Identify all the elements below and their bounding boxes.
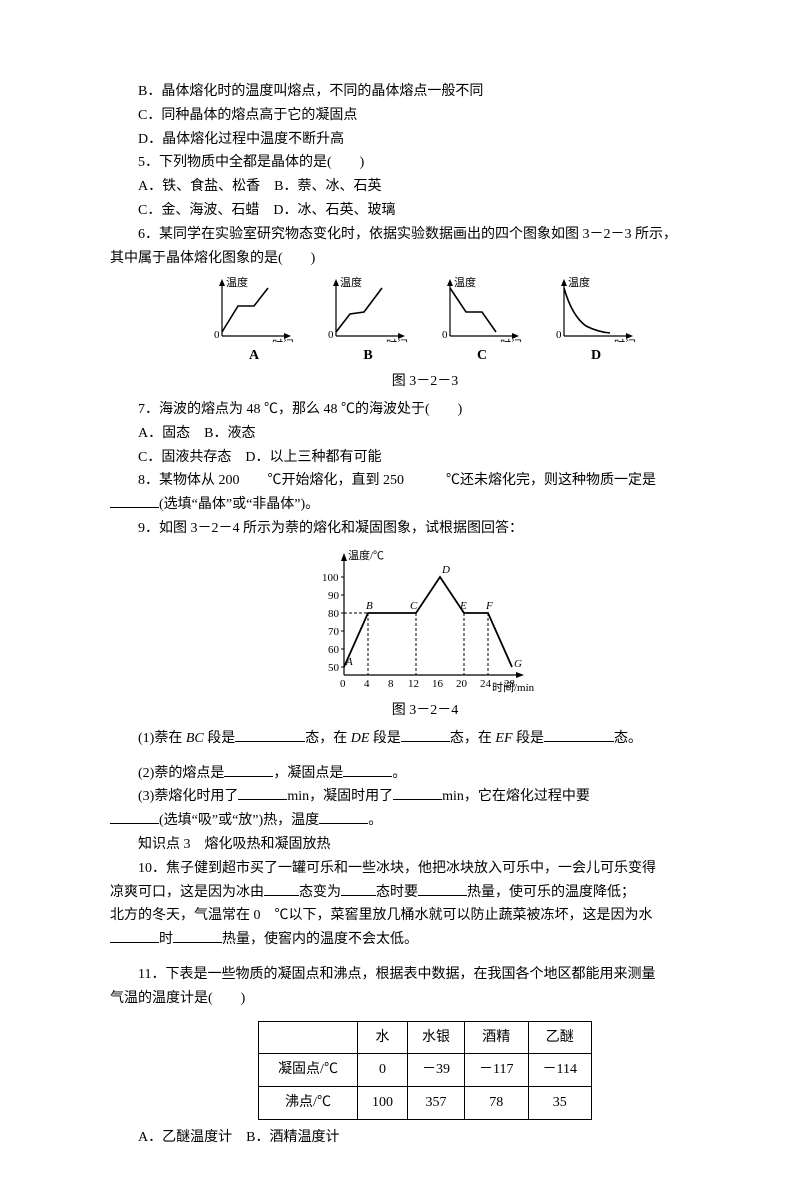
table-row: 沸点/℃ 100 357 78 35 (259, 1087, 592, 1120)
svg-text:0: 0 (328, 329, 334, 341)
svg-text:0: 0 (340, 678, 346, 690)
q8-a: 8．某物体从 200 ℃开始熔化，直到 250 ℃还未熔化完，则这种物质一定是 (110, 469, 740, 493)
table-row: 水 水银 酒精 乙醚 (259, 1021, 592, 1054)
svg-text:时间: 时间 (386, 338, 408, 342)
q7-c: C．固液共存态 D．以上三种都有可能 (110, 446, 740, 470)
svg-text:16: 16 (432, 678, 444, 690)
svg-text:F: F (485, 600, 493, 612)
svg-text:A: A (345, 656, 353, 668)
svg-text:8: 8 (388, 678, 394, 690)
q9-1: (1)萘在 BC 段是态，在 DE 段是态，在 EF 段是态。 (110, 727, 740, 751)
q9-3b: (选填“吸”或“放”)热，温度。 (110, 809, 740, 833)
q7-stem: 7．海波的熔点为 48 ℃，那么 48 ℃的海波处于( ) (110, 398, 740, 422)
chart-c: 温度 时间 0 C (434, 276, 530, 368)
svg-text:B: B (366, 600, 373, 612)
svg-text:时间: 时间 (500, 338, 522, 342)
q9-stem: 9．如图 3－2－4 所示为萘的熔化和凝固图象，试根据图回答： (110, 517, 740, 541)
page-content: B．晶体熔化时的温度叫熔点，不同的晶体熔点一般不同 C．同种晶体的熔点高于它的凝… (0, 0, 800, 1190)
axis-y-label: 温度 (226, 276, 248, 289)
svg-text:90: 90 (328, 590, 340, 602)
svg-text:C: C (410, 600, 418, 612)
q6-charts: 温度 时间 0 A 温度 时间 0 B (110, 276, 740, 368)
opt-d: D．晶体熔化过程中温度不断升高 (110, 128, 740, 152)
q10-b: 凉爽可口，这是因为冰由态变为态时要热量，使可乐的温度降低； (110, 881, 740, 905)
svg-text:时间: 时间 (614, 338, 636, 342)
q9-2: (2)萘的熔点是，凝固点是。 (110, 762, 740, 786)
svg-text:0: 0 (556, 329, 562, 341)
svg-text:D: D (441, 564, 450, 576)
svg-text:0: 0 (442, 329, 448, 341)
q7-a: A．固态 B．液态 (110, 422, 740, 446)
chart-d: 温度 时间 0 D (548, 276, 644, 368)
svg-text:温度/℃: 温度/℃ (348, 548, 384, 562)
q8-b: (选填“晶体”或“非晶体”)。 (110, 493, 740, 517)
chart-d-label: D (548, 344, 644, 368)
q11-table: 水 水银 酒精 乙醚 凝固点/℃ 0 －39 －117 －114 沸点/℃ 10… (110, 1021, 740, 1120)
q6-stem-a: 6．某同学在实验室研究物态变化时，依据实验数据画出的四个图象如图 3－2－3 所… (110, 223, 740, 247)
q11-b: 气温的温度计是( ) (110, 987, 740, 1011)
kp3: 知识点 3 熔化吸热和凝固放热 (110, 833, 740, 857)
q9-3a: (3)萘熔化时用了min，凝固时用了min，它在熔化过程中要 (110, 785, 740, 809)
svg-text:28: 28 (504, 678, 516, 690)
svg-text:20: 20 (456, 678, 468, 690)
q6-stem-b: 其中属于晶体熔化图象的是( ) (110, 247, 740, 271)
q10-g: 时热量，使窖内的温度不会太低。 (110, 928, 740, 952)
axis-x-label: 时间 (272, 338, 294, 342)
svg-text:60: 60 (328, 644, 340, 656)
q9-caption: 图 3－2－4 (110, 699, 740, 723)
q9-chart: 温度/℃ 时间/min 100 90 80 70 60 50 0 4 8 (110, 547, 740, 697)
svg-text:温度: 温度 (454, 276, 476, 289)
q11-a: 11．下表是一些物质的凝固点和沸点，根据表中数据，在我国各个地区都能用来测量 (110, 963, 740, 987)
q10-a: 10．焦子健到超市买了一罐可乐和一些冰块，他把冰块放入可乐中，一会儿可乐变得 (110, 857, 740, 881)
svg-text:80: 80 (328, 608, 340, 620)
chart-c-label: C (434, 344, 530, 368)
svg-text:E: E (459, 600, 467, 612)
svg-text:4: 4 (364, 678, 370, 690)
q10-f: 北方的冬天，气温常在 0 ℃以下，菜窖里放几桶水就可以防止蔬菜被冻坏，这是因为水 (110, 904, 740, 928)
chart-b: 温度 时间 0 B (320, 276, 416, 368)
chart-a-label: A (206, 344, 302, 368)
q11-opt: A．乙醚温度计 B．酒精温度计 (110, 1126, 740, 1150)
svg-text:温度: 温度 (340, 276, 362, 289)
opt-c: C．同种晶体的熔点高于它的凝固点 (110, 104, 740, 128)
svg-text:0: 0 (214, 329, 220, 341)
svg-text:70: 70 (328, 626, 340, 638)
svg-text:G: G (514, 658, 522, 670)
q5-stem: 5．下列物质中全都是晶体的是( ) (110, 151, 740, 175)
q5-c: C．金、海波、石蜡 D．冰、石英、玻璃 (110, 199, 740, 223)
chart-a: 温度 时间 0 A (206, 276, 302, 368)
q5-a: A．铁、食盐、松香 B．萘、冰、石英 (110, 175, 740, 199)
chart-b-label: B (320, 344, 416, 368)
svg-text:100: 100 (322, 572, 339, 584)
opt-b: B．晶体熔化时的温度叫熔点，不同的晶体熔点一般不同 (110, 80, 740, 104)
svg-text:温度: 温度 (568, 276, 590, 289)
svg-text:12: 12 (408, 678, 419, 690)
svg-text:50: 50 (328, 662, 340, 674)
table-row: 凝固点/℃ 0 －39 －117 －114 (259, 1054, 592, 1087)
svg-text:24: 24 (480, 678, 492, 690)
q6-caption: 图 3－2－3 (110, 370, 740, 394)
